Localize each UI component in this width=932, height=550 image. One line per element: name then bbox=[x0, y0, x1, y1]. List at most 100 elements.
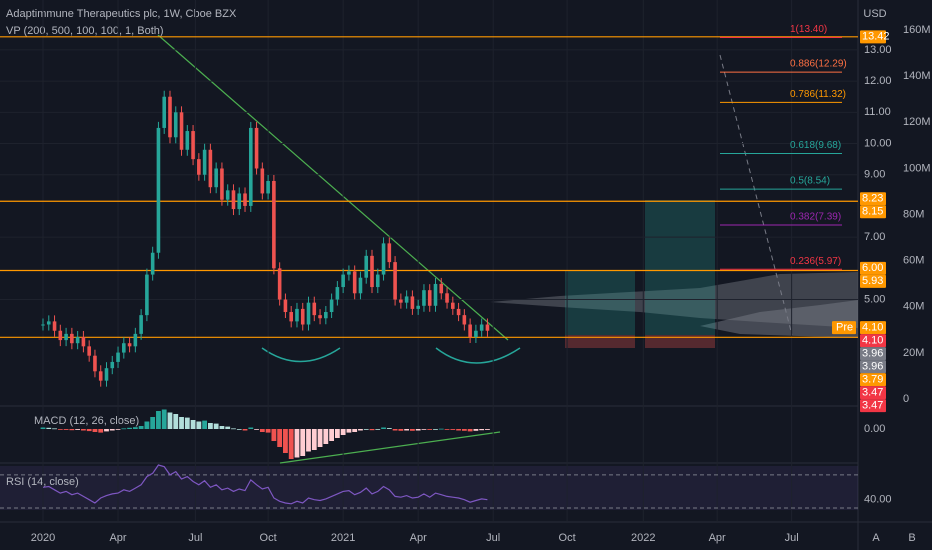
price-label-box bbox=[860, 386, 886, 400]
macd-bar bbox=[277, 429, 283, 447]
x-tick-label: 2020 bbox=[31, 532, 55, 544]
candle bbox=[243, 193, 247, 206]
candle bbox=[133, 333, 138, 347]
price-label: 6.00 bbox=[860, 261, 886, 275]
candle bbox=[52, 321, 57, 331]
macd-bar bbox=[190, 420, 196, 429]
candle bbox=[156, 127, 161, 253]
macd-bar bbox=[300, 429, 306, 456]
macd-bar bbox=[236, 429, 242, 430]
candle bbox=[231, 190, 236, 210]
macd-bar bbox=[404, 429, 410, 431]
price-label-text: 6.00 bbox=[862, 262, 883, 274]
macd-bar bbox=[52, 428, 57, 430]
x-tick-label: Oct bbox=[559, 532, 576, 544]
indicator-macd: MACD (12, 26, close) bbox=[34, 415, 139, 427]
candle bbox=[370, 255, 374, 288]
candle bbox=[162, 96, 167, 128]
price-label: 8.15 bbox=[860, 205, 886, 219]
candle bbox=[116, 352, 120, 362]
price-label-text: 4.10 bbox=[862, 322, 883, 334]
candle bbox=[393, 262, 397, 300]
candle bbox=[312, 302, 317, 316]
macd-bar bbox=[433, 429, 438, 430]
x-tick-label: Apr bbox=[410, 532, 427, 544]
candle bbox=[479, 324, 484, 331]
price-label: 3.79 bbox=[860, 373, 886, 387]
macd-bar bbox=[329, 429, 334, 441]
price-label-text: 4.10 bbox=[862, 335, 883, 347]
candle bbox=[266, 180, 270, 194]
fib-label: 0.236(5.97) bbox=[790, 256, 841, 267]
indicator-vp: VP (200, 500, 100, 100, 1, Both) bbox=[6, 25, 164, 37]
price-label-text: 3.47 bbox=[862, 387, 883, 399]
pre-box bbox=[832, 321, 856, 335]
price-label-text: 8.15 bbox=[862, 206, 883, 218]
x-tick-label: Jul bbox=[486, 532, 500, 544]
volume-tick-label: 160M bbox=[903, 24, 931, 36]
macd-bar bbox=[415, 429, 421, 431]
macd-bar bbox=[271, 429, 277, 441]
macd-bar bbox=[242, 429, 248, 431]
price-label-box bbox=[860, 373, 886, 387]
macd-bar bbox=[438, 428, 444, 430]
price-label: 4.10 Pre bbox=[832, 321, 886, 335]
macd-bar bbox=[306, 429, 311, 452]
candle bbox=[474, 330, 478, 337]
price-label-box bbox=[860, 321, 886, 335]
macd-bar bbox=[231, 428, 236, 430]
volume-tick-label: 140M bbox=[903, 70, 931, 82]
candle bbox=[381, 243, 386, 275]
price-label-box bbox=[860, 347, 886, 361]
candle bbox=[289, 312, 293, 322]
chart-title: Adaptimmune Therapeutics plc, 1W, Cboe B… bbox=[6, 8, 237, 20]
candle bbox=[150, 252, 155, 275]
candle bbox=[127, 343, 132, 347]
candle bbox=[70, 333, 74, 344]
macd-bar bbox=[86, 429, 92, 432]
price-label: 4.10 bbox=[860, 334, 886, 348]
candle bbox=[75, 336, 80, 344]
price-label-text: 8.23 bbox=[862, 193, 883, 205]
macd-bar bbox=[259, 429, 265, 432]
button[interactable]: B bbox=[908, 532, 915, 544]
candle bbox=[283, 299, 288, 313]
candle bbox=[404, 296, 409, 303]
fib-label: 0.618(9.68) bbox=[790, 140, 841, 151]
candle bbox=[248, 127, 253, 206]
macd-bar bbox=[63, 429, 69, 430]
macd-bar bbox=[473, 429, 479, 431]
price-label-text: 3.47 bbox=[862, 400, 883, 412]
macd-bar bbox=[358, 429, 363, 431]
candle bbox=[87, 346, 91, 356]
macd-bar bbox=[323, 429, 329, 444]
macd-bar bbox=[167, 412, 173, 429]
candle bbox=[191, 131, 195, 160]
price-label: 3.47 bbox=[860, 386, 886, 400]
y-tick-label: 11.00 bbox=[864, 106, 891, 118]
y-tick-label: 10.00 bbox=[864, 137, 892, 149]
macd-bar bbox=[121, 428, 127, 430]
price-label-box bbox=[860, 274, 886, 288]
button[interactable]: A bbox=[872, 532, 880, 544]
candle bbox=[427, 290, 432, 306]
candle bbox=[306, 302, 311, 325]
macd-bar bbox=[427, 429, 433, 430]
pre-label: Pre bbox=[836, 322, 853, 334]
candle bbox=[81, 336, 86, 347]
candle bbox=[58, 330, 63, 341]
price-label-text: 5.93 bbox=[862, 275, 883, 287]
candle bbox=[410, 296, 415, 309]
candle bbox=[173, 112, 178, 138]
price-label-box bbox=[860, 192, 886, 206]
macd-bar bbox=[207, 423, 213, 429]
candle bbox=[185, 131, 190, 150]
macd-bar bbox=[392, 429, 398, 431]
macd-bar bbox=[352, 429, 358, 432]
candle bbox=[329, 299, 334, 313]
price-label-box bbox=[860, 205, 886, 219]
macd-bar bbox=[179, 417, 184, 429]
candle bbox=[352, 271, 357, 294]
macd-bar bbox=[386, 428, 392, 429]
candle bbox=[260, 168, 265, 194]
